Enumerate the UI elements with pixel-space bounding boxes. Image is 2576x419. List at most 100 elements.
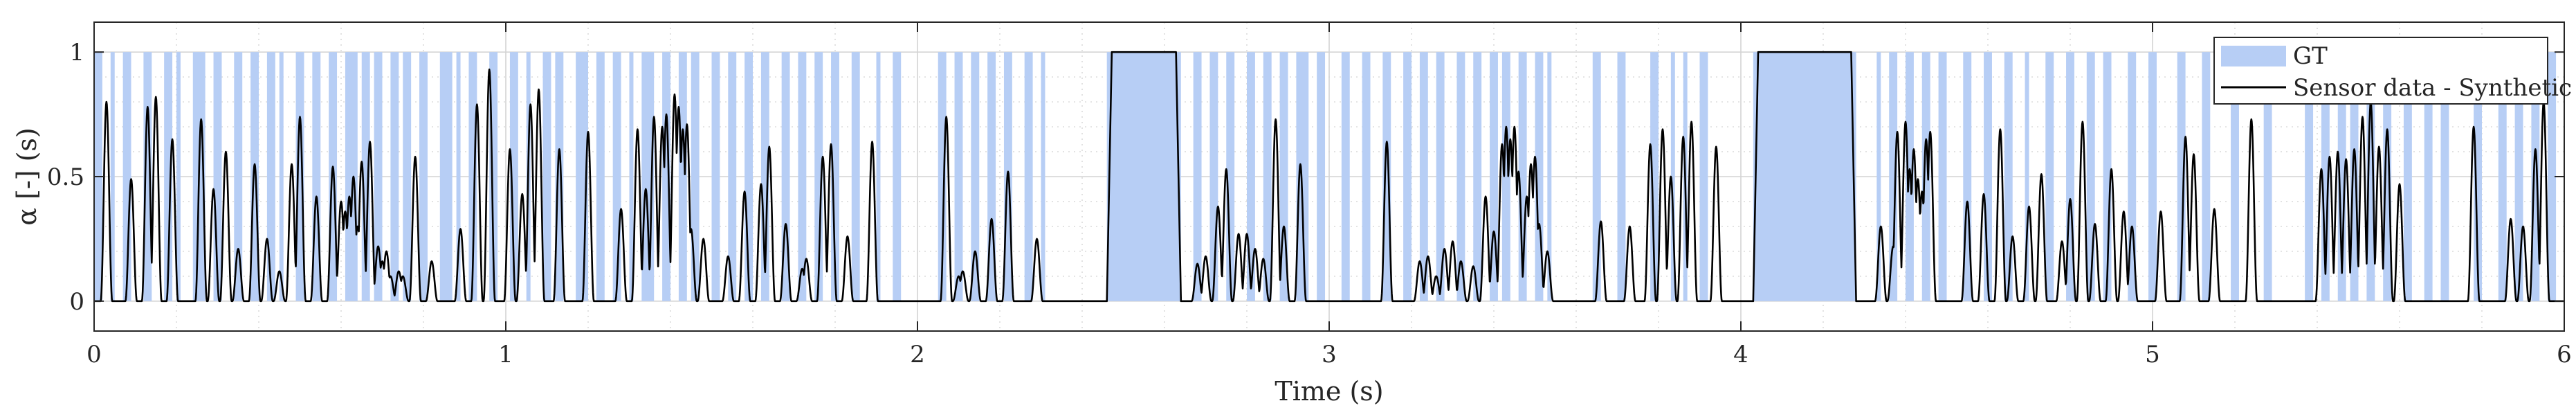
- gt-area-segment: [1362, 52, 1371, 301]
- x-tick-label: 3: [1322, 341, 1337, 368]
- x-tick-label: 0: [86, 341, 102, 368]
- gt-area-segment: [938, 52, 947, 301]
- gt-area-segment: [1938, 52, 1947, 301]
- gt-area-segment: [213, 52, 222, 301]
- y-tick-label: 1: [69, 39, 84, 66]
- gt-area-segment: [2514, 52, 2523, 301]
- gt-area-segment: [954, 52, 963, 301]
- y-tick-label: 0: [69, 288, 84, 316]
- gt-area-segment: [814, 52, 823, 301]
- gt-area-segment: [110, 52, 115, 301]
- gt-area-segment: [279, 52, 284, 301]
- gt-area-segment: [1501, 52, 1510, 301]
- gt-area-segment: [1670, 52, 1675, 301]
- legend: GT Sensor data - Synthetic: [2213, 37, 2572, 105]
- gt-area-segment: [1279, 52, 1288, 301]
- gt-area-segment: [542, 52, 551, 301]
- gt-area-segment: [1535, 52, 1544, 301]
- sensor-line-path: [93, 51, 2565, 303]
- gt-area-segment: [1876, 52, 1881, 301]
- legend-label-gt: GT: [2293, 42, 2328, 70]
- gt-area-segment: [971, 52, 980, 301]
- gt-area-segment: [2202, 52, 2211, 301]
- gt-area-segment: [629, 52, 634, 301]
- x-tick-label: 6: [2557, 341, 2572, 368]
- gt-area-segment: [2045, 52, 2054, 301]
- gt-area-segment: [2440, 52, 2449, 301]
- gt-area-segment: [122, 52, 131, 301]
- gt-area-segment: [851, 52, 860, 301]
- gt-area-segment: [893, 52, 902, 301]
- gt-area-segment: [2548, 52, 2557, 301]
- gt-area-segment: [831, 52, 839, 301]
- gt-area-segment: [2403, 52, 2412, 301]
- gt-area-segment: [1518, 52, 1527, 301]
- gt-area-segment: [1226, 52, 1235, 301]
- gt-area-segment: [1041, 52, 1045, 301]
- gt-area-segment: [728, 52, 737, 301]
- gt-area-segment: [612, 52, 621, 301]
- gt-area-segment: [2025, 52, 2029, 301]
- gt-area-segment: [2350, 52, 2359, 301]
- gt-area-segment: [176, 52, 181, 301]
- gt-area-segment: [2066, 52, 2074, 301]
- gt-area-segment: [2086, 52, 2095, 301]
- gt-area-segment: [2177, 52, 2186, 301]
- sensor-line-series: [93, 51, 2565, 303]
- gt-area-segment: [781, 52, 790, 301]
- gt-area-segment: [250, 52, 259, 301]
- gt-area-segment: [361, 52, 370, 301]
- ticks: 0 1 2 3 4 5 6 0 0.5 1: [47, 22, 2572, 368]
- gt-area-segment: [876, 52, 881, 301]
- legend-swatch-gt: [2221, 46, 2286, 66]
- gt-area-segment: [143, 52, 152, 301]
- gt-area-segment: [509, 52, 518, 301]
- gt-area-segment: [1419, 52, 1428, 301]
- gt-area-segment: [678, 52, 687, 301]
- gt-area-segment: [1592, 52, 1601, 301]
- gt-area-segment: [2383, 52, 2392, 301]
- gt-area-segment: [2531, 52, 2540, 301]
- gt-area-segment: [2366, 52, 2375, 301]
- gt-area-segment: [234, 52, 243, 301]
- gt-area-segment: [1209, 52, 1218, 301]
- gt-area-segment: [1193, 52, 1202, 301]
- axis-labels: Time (s) α [-] (s): [12, 127, 1384, 407]
- gt-area-segment: [468, 52, 477, 301]
- x-tick-label: 1: [498, 341, 513, 368]
- gt-area-segment: [2474, 52, 2482, 301]
- gt-area-segment: [2103, 52, 2112, 301]
- gt-area-segment: [1921, 52, 1930, 301]
- gt-area-segment: [1106, 52, 1181, 301]
- gt-area-segment: [1490, 52, 1498, 301]
- gt-area-segment: [1247, 52, 1255, 301]
- gt-area-segment: [798, 52, 807, 301]
- gt-area-segment: [2231, 52, 2239, 301]
- gt-area-segment: [1403, 52, 1412, 301]
- x-axis-label: Time (s): [1275, 376, 1383, 407]
- gt-area-segment: [2337, 52, 2346, 301]
- gt-area-segment: [1984, 52, 1992, 301]
- x-tick-label: 5: [2145, 341, 2160, 368]
- gt-area-segment: [312, 52, 321, 301]
- x-tick-label: 2: [910, 341, 925, 368]
- gt-area-segment: [711, 52, 720, 301]
- gt-area-segment: [1617, 52, 1626, 301]
- gt-area-segment: [1699, 52, 1708, 301]
- gt-area-segment: [1024, 52, 1033, 301]
- gt-area-segment: [345, 52, 358, 301]
- gt-area-segment: [2321, 52, 2330, 301]
- gt-area-segment: [1263, 52, 1272, 301]
- gt-area-segment: [266, 52, 275, 301]
- gt-area-segment: [2128, 52, 2137, 301]
- gt-area-segment: [2498, 52, 2507, 301]
- gt-area-segment: [295, 52, 304, 301]
- gt-area-segment: [1889, 52, 1898, 301]
- gt-area-segment: [439, 52, 453, 301]
- gt-area-segment: [1341, 52, 1350, 301]
- gt-area-segment: [164, 52, 173, 301]
- gt-area-segment: [374, 52, 383, 301]
- gt-area-segment: [691, 52, 700, 301]
